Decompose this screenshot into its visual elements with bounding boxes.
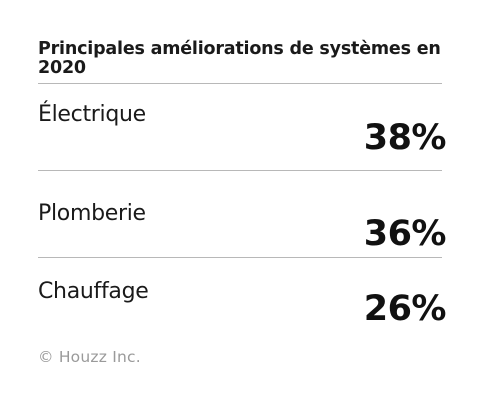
stat-value: 26% bbox=[363, 289, 447, 329]
stat-label: Chauffage bbox=[38, 279, 149, 304]
stat-value: 36% bbox=[363, 214, 447, 254]
copyright-credit: © Houzz Inc. bbox=[38, 348, 141, 366]
divider bbox=[38, 83, 442, 84]
divider bbox=[38, 170, 442, 171]
stat-row-chauffage: Chauffage 26% bbox=[38, 258, 447, 344]
stat-value: 38% bbox=[363, 118, 447, 158]
divider bbox=[38, 257, 442, 258]
stat-row-electrique: Électrique 38% bbox=[38, 84, 447, 170]
chart-title: Principales améliorations de systèmes en… bbox=[38, 39, 441, 78]
stat-label: Plomberie bbox=[38, 201, 146, 226]
stats-card: Principales améliorations de systèmes en… bbox=[38, 39, 447, 344]
stat-row-plomberie: Plomberie 36% bbox=[38, 171, 447, 257]
stat-label: Électrique bbox=[38, 102, 146, 127]
